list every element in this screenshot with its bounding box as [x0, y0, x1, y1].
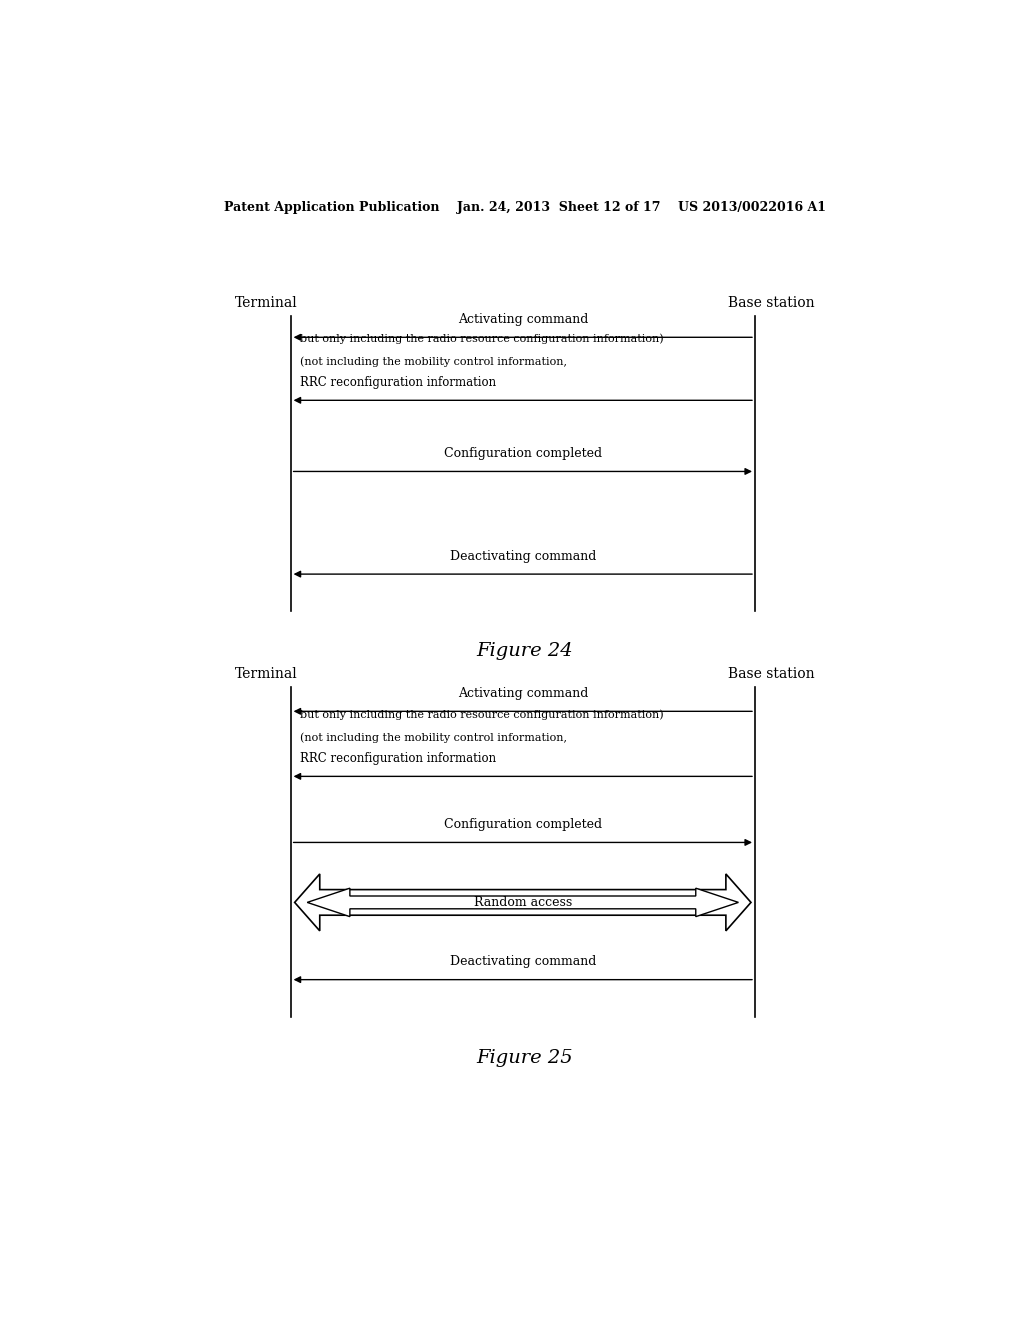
Text: Figure 24: Figure 24 [476, 643, 573, 660]
Text: RRC reconfiguration information: RRC reconfiguration information [300, 752, 497, 766]
Text: Figure 25: Figure 25 [476, 1049, 573, 1067]
Polygon shape [307, 888, 738, 916]
Polygon shape [295, 874, 751, 931]
Text: Configuration completed: Configuration completed [443, 447, 602, 461]
Text: Base station: Base station [728, 667, 814, 681]
Text: Configuration completed: Configuration completed [443, 818, 602, 832]
Text: Patent Application Publication    Jan. 24, 2013  Sheet 12 of 17    US 2013/00220: Patent Application Publication Jan. 24, … [224, 201, 825, 214]
Text: but only including the radio resource configuration information): but only including the radio resource co… [300, 334, 664, 345]
Text: Terminal: Terminal [236, 667, 298, 681]
Text: (not including the mobility control information,: (not including the mobility control info… [300, 733, 567, 743]
Text: Activating command: Activating command [458, 313, 588, 326]
Text: Random access: Random access [474, 896, 572, 909]
Text: RRC reconfiguration information: RRC reconfiguration information [300, 376, 497, 389]
Text: but only including the radio resource configuration information): but only including the radio resource co… [300, 710, 664, 721]
Text: Deactivating command: Deactivating command [450, 956, 596, 969]
Text: Deactivating command: Deactivating command [450, 550, 596, 562]
Text: Terminal: Terminal [236, 296, 298, 310]
Text: Base station: Base station [728, 296, 814, 310]
Text: (not including the mobility control information,: (not including the mobility control info… [300, 356, 567, 367]
Text: Activating command: Activating command [458, 688, 588, 700]
